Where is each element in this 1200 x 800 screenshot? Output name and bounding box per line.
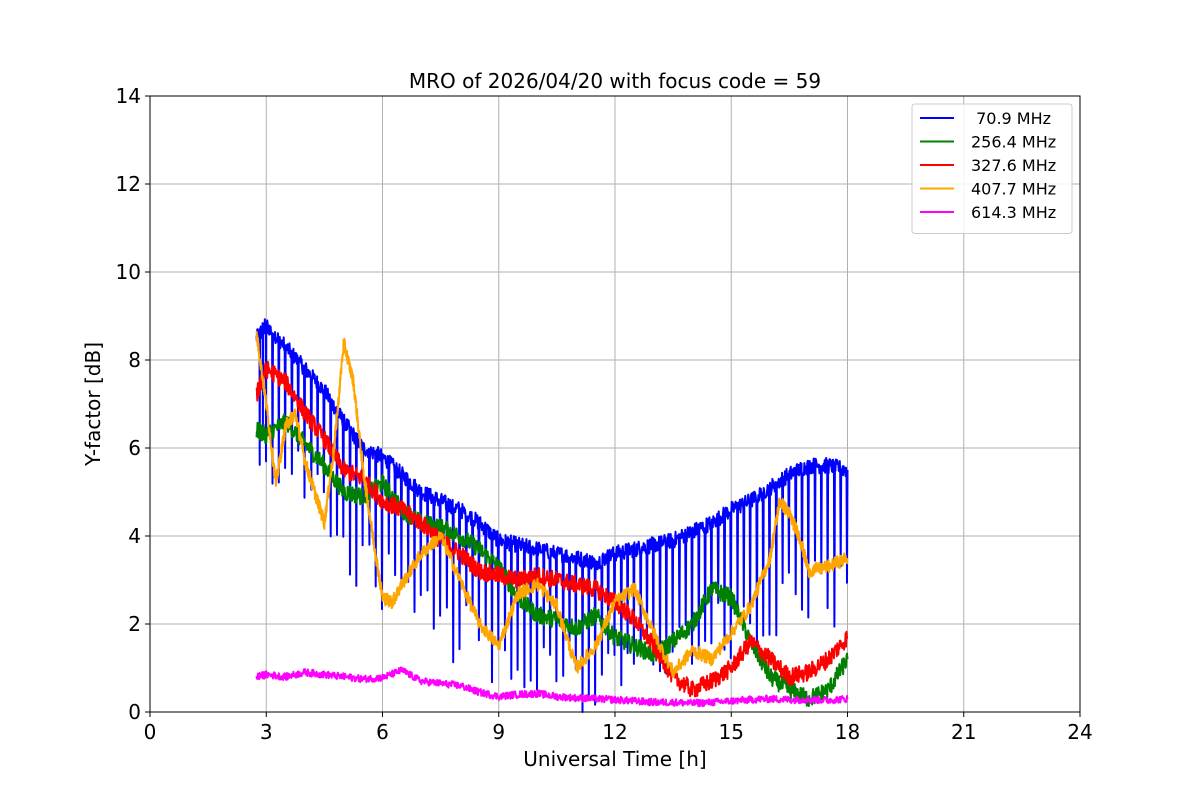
x-tick-label: 15: [719, 720, 744, 744]
legend-box: [911, 103, 1073, 234]
x-tick-label: 18: [835, 720, 860, 744]
y-tick-label: 0: [128, 700, 141, 724]
x-tick-label: 0: [144, 720, 157, 744]
x-axis-label: Universal Time [h]: [523, 747, 706, 771]
x-tick-label: 6: [376, 720, 389, 744]
series-line: [255, 331, 849, 678]
y-tick-label: 12: [116, 172, 141, 196]
legend-entry-label: 407.7 MHz: [971, 180, 1056, 199]
legend-entry-label: 614.3 MHz: [971, 203, 1056, 222]
y-tick-label: 8: [128, 348, 141, 372]
series-line: [255, 360, 849, 698]
x-tick-label: 24: [1067, 720, 1092, 744]
legend-entry-label: 327.6 MHz: [971, 156, 1056, 175]
chart-title: MRO of 2026/04/20 with focus code = 59: [409, 69, 821, 93]
y-tick-label: 10: [116, 260, 141, 284]
legend-entry-label: 70.9 MHz: [971, 109, 1051, 128]
series-line: [255, 318, 849, 713]
x-tick-label: 9: [492, 720, 505, 744]
y-tick-label: 14: [116, 84, 141, 108]
series-line: [255, 666, 849, 708]
legend-entry-label: 256.4 MHz: [971, 133, 1056, 152]
y-axis-label: Y-factor [dB]: [81, 342, 105, 467]
x-tick-label: 12: [602, 720, 627, 744]
y-tick-label: 6: [128, 436, 141, 460]
y-tick-label: 2: [128, 612, 141, 636]
legend: 70.9 MHz 256.4 MHz 327.6 MHz 407.7 MHz 614.3…: [911, 103, 1073, 234]
series-line: [255, 412, 849, 707]
y-tick-label: 4: [128, 524, 141, 548]
x-tick-label: 21: [951, 720, 976, 744]
series-layer: [255, 318, 849, 713]
x-tick-label: 3: [260, 720, 273, 744]
